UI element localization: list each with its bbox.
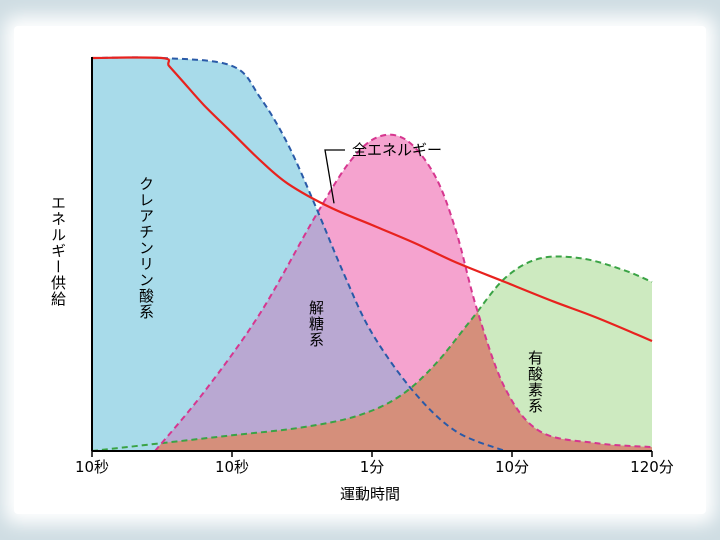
x-tick-label: 10分 xyxy=(495,458,529,476)
label-creatine: クレアチンリン酸系 xyxy=(137,176,155,320)
label-aerobic: 有酸素系 xyxy=(526,350,544,414)
x-axis-ticks: 10秒 10秒 1分 10分 120分 xyxy=(75,451,674,476)
line-total-energy xyxy=(91,56,653,343)
y-axis-title: エネルギー供給 xyxy=(49,195,67,307)
x-tick-label: 120分 xyxy=(630,458,674,476)
x-axis-title: 運動時間 xyxy=(340,485,400,503)
boundary-glycolysis xyxy=(154,133,653,452)
label-total-energy: 全エネルギー xyxy=(352,141,442,159)
label-glycolysis: 解糖系 xyxy=(307,300,325,348)
leader-total-energy xyxy=(324,149,345,204)
x-tick-label: 1分 xyxy=(360,458,385,476)
x-tick-label: 10秒 xyxy=(215,458,249,476)
series-lines xyxy=(91,56,653,452)
x-tick-label: 10秒 xyxy=(75,458,109,476)
